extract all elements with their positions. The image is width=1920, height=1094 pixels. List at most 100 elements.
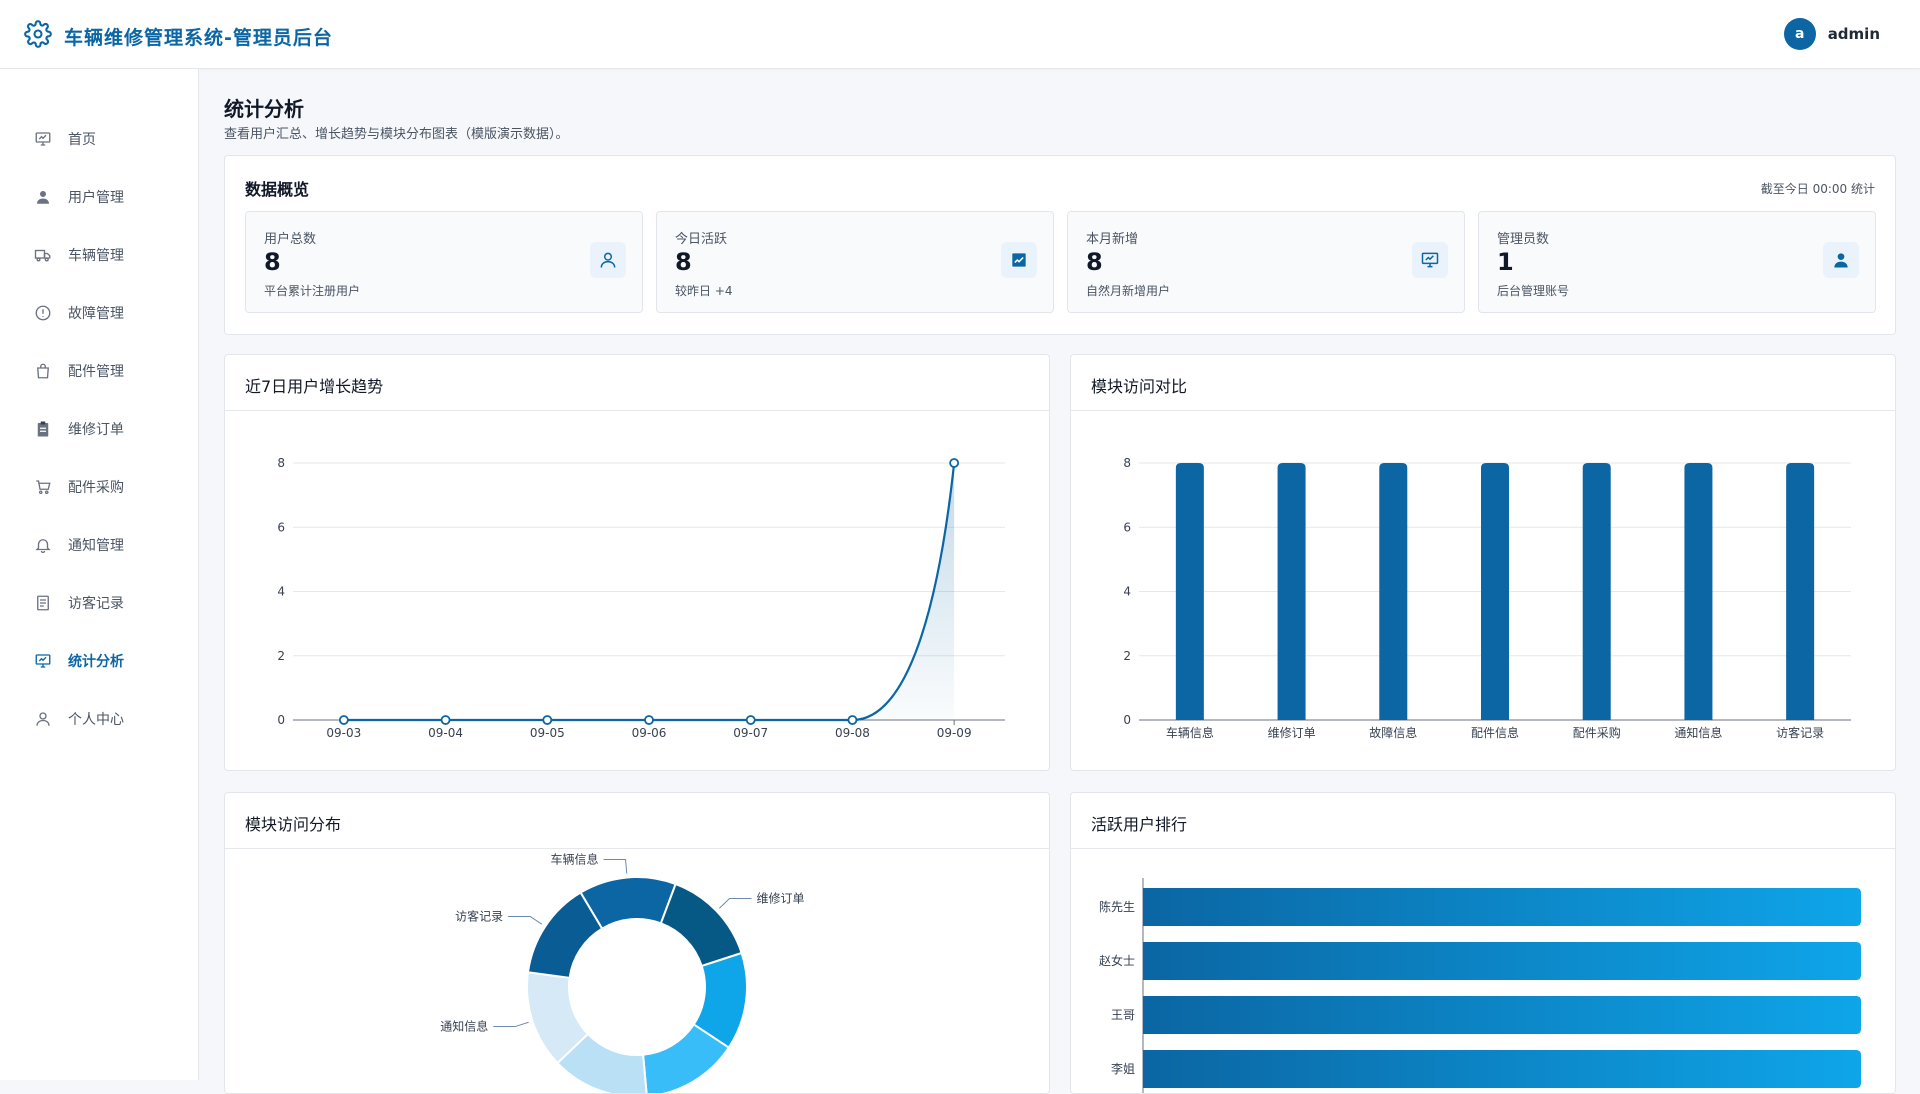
bar[interactable] (1481, 463, 1509, 720)
panel-divider (1071, 410, 1895, 411)
x-tick-label: 09-06 (632, 726, 667, 740)
stat-subtext: 平台累计注册用户 (264, 284, 361, 298)
user-icon (1823, 242, 1859, 278)
sidebar-item-label: 用户管理 (68, 190, 124, 206)
stat-value: 8 (675, 248, 692, 276)
y-tick-label: 4 (1123, 585, 1131, 599)
bar[interactable] (1582, 463, 1611, 720)
donut-slice[interactable] (659, 882, 743, 968)
sidebar-item-faults[interactable]: 故障管理 (0, 290, 198, 334)
x-tick-label: 09-08 (835, 726, 870, 740)
bar[interactable] (1175, 463, 1204, 720)
y-tick-label: 0 (277, 713, 285, 727)
page-title: 统计分析 (224, 97, 304, 121)
donut-slice[interactable] (526, 891, 604, 979)
stat-value: 1 (1497, 248, 1514, 276)
label-line (508, 915, 543, 925)
donut-slice[interactable] (642, 1023, 731, 1093)
y-tick-label: 6 (1123, 520, 1131, 534)
y-tick-label: 0 (1123, 713, 1131, 727)
x-tick-label: 09-09 (937, 726, 972, 740)
slice-label: 维修订单 (757, 891, 805, 906)
bar[interactable] (1379, 463, 1408, 720)
line-chart[interactable]: 0 2 4 6 8 09-03 09-04 09-05 09-06 09-07 09-08 09-09 (225, 355, 1049, 770)
ranking-bar[interactable] (1143, 942, 1861, 980)
brand[interactable]: 车辆维修管理系统-管理员后台 (24, 20, 333, 52)
x-tick-label: 配件信息 (1471, 725, 1519, 740)
stat-card-admins: 管理员数 1 后台管理账号 (1478, 211, 1876, 313)
line-point[interactable] (338, 715, 349, 725)
sidebar-item-label: 车辆管理 (68, 248, 124, 264)
line-point[interactable] (644, 715, 654, 725)
bar[interactable] (1277, 463, 1306, 720)
stat-card-active-today: 今日活跃 8 较昨日 +4 (656, 211, 1054, 313)
panel-divider (1071, 848, 1895, 849)
line-point[interactable] (745, 715, 756, 725)
sidebar-item-statistics[interactable]: 统计分析 (0, 638, 198, 682)
label-line (719, 898, 752, 909)
sidebar-item-profile[interactable]: 个人中心 (0, 696, 198, 740)
sidebar-item-label: 配件管理 (68, 364, 124, 380)
stat-label: 管理员数 (1497, 232, 1550, 247)
slice-label: 通知信息 (440, 1019, 488, 1034)
line-series (343, 462, 956, 722)
y-tick-label: 8 (1123, 456, 1131, 470)
sidebar-item-users[interactable]: 用户管理 (0, 174, 198, 218)
sidebar-item-orders[interactable]: 维修订单 (0, 406, 198, 450)
app-title: 车辆维修管理系统-管理员后台 (64, 26, 333, 49)
y-tick-label: 李姐 (1111, 1061, 1135, 1076)
presentation-icon (34, 652, 52, 670)
panel-title: 模块访问对比 (1091, 377, 1188, 396)
username[interactable]: admin (1827, 25, 1880, 43)
stat-card-monthly-new: 本月新增 8 自然月新增用户 (1067, 211, 1465, 313)
sidebar-item-notifications[interactable]: 通知管理 (0, 522, 198, 566)
ranking-bar[interactable] (1143, 996, 1861, 1034)
line-point[interactable] (440, 715, 451, 725)
page-description: 查看用户汇总、增长趋势与模块分布图表（模版演示数据）。 (224, 127, 569, 142)
sidebar-item-vehicles[interactable]: 车辆管理 (0, 232, 198, 276)
sidebar-item-visitors[interactable]: 访客记录 (0, 580, 198, 624)
bell-icon (34, 536, 52, 554)
presentation-icon (1412, 242, 1448, 278)
ranking-bar[interactable] (1143, 888, 1861, 926)
y-tick-label: 6 (277, 520, 285, 534)
user-outline-icon (34, 710, 52, 728)
sidebar-item-label: 维修订单 (68, 422, 124, 438)
bar[interactable] (1684, 463, 1713, 720)
gear-icon (24, 20, 52, 52)
panel-title: 模块访问分布 (245, 815, 342, 834)
presentation-icon (34, 130, 52, 148)
x-tick-label: 访客记录 (1776, 725, 1824, 740)
clipboard-icon (34, 420, 52, 438)
bar[interactable] (1786, 463, 1815, 720)
avatar[interactable]: a (1783, 18, 1816, 50)
panel-title: 活跃用户排行 (1091, 815, 1188, 834)
sidebar-item-purchase[interactable]: 配件采购 (0, 464, 198, 508)
stat-value: 8 (264, 248, 281, 276)
overview-title: 数据概览 (245, 180, 310, 199)
y-tick-label: 2 (277, 649, 285, 663)
y-tick-label: 2 (1123, 649, 1131, 663)
y-tick-label: 陈先生 (1099, 899, 1135, 914)
compare-chart-panel: 模块访问对比 0 2 4 6 8 车辆信息 维修订单 故障信息 配件信息 配件采购 通知信息 访客记录 (1070, 354, 1896, 771)
x-tick-label: 维修订单 (1268, 725, 1316, 740)
ranking-bar[interactable] (1143, 1050, 1861, 1088)
sidebar-item-label: 访客记录 (68, 596, 124, 612)
panel-divider (225, 410, 1049, 411)
stat-subtext: 后台管理账号 (1497, 284, 1570, 298)
line-point[interactable] (542, 715, 553, 725)
bar-chart[interactable]: 0 2 4 6 8 车辆信息 维修订单 故障信息 配件信息 配件采购 通知信息 访客记录 (1071, 355, 1895, 770)
user-menu[interactable]: a admin (1783, 18, 1880, 50)
y-tick-label: 王哥 (1111, 1008, 1135, 1022)
line-point[interactable] (949, 458, 960, 468)
user-outline-icon (590, 242, 626, 278)
sidebar-item-home[interactable]: 首页 (0, 116, 198, 160)
document-icon (34, 594, 52, 612)
stat-value: 8 (1086, 248, 1103, 276)
sidebar-item-parts[interactable]: 配件管理 (0, 348, 198, 392)
line-point[interactable] (847, 715, 858, 725)
panel-title: 近7日用户增长趋势 (245, 377, 384, 396)
sidebar-item-label: 个人中心 (68, 712, 124, 728)
